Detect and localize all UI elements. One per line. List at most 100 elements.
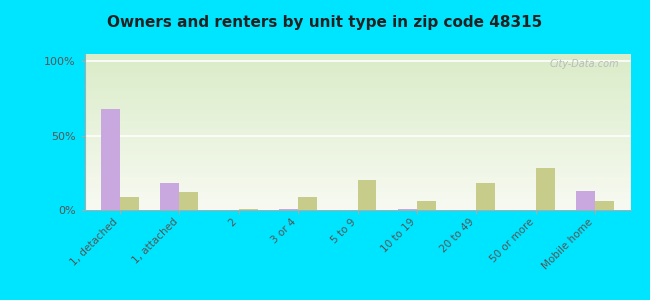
Bar [84, 103, 630, 104]
Bar [84, 123, 630, 124]
Bar [84, 163, 630, 164]
Bar [101, 109, 120, 210]
Bar [84, 131, 630, 132]
Bar [84, 188, 630, 189]
Bar [576, 191, 595, 210]
Bar [84, 137, 630, 138]
Bar [84, 174, 630, 175]
Bar [84, 192, 630, 193]
Bar [84, 139, 630, 140]
Bar [84, 130, 630, 131]
Bar [84, 162, 630, 163]
Bar [84, 89, 630, 90]
Bar [84, 168, 630, 169]
Text: City-Data.com: City-Data.com [550, 59, 619, 69]
Bar [84, 146, 630, 147]
Bar [84, 124, 630, 125]
Bar [84, 135, 630, 136]
Bar [84, 120, 630, 121]
Bar [84, 98, 630, 99]
Bar [84, 190, 630, 191]
Bar [84, 61, 630, 62]
Bar [84, 116, 630, 117]
Bar [84, 109, 630, 110]
Bar [84, 117, 630, 118]
Bar [84, 90, 630, 91]
Bar [84, 58, 630, 59]
Bar [595, 201, 614, 210]
Bar [84, 118, 630, 119]
Bar [84, 54, 630, 55]
Bar [84, 189, 630, 190]
Bar [84, 202, 630, 203]
Bar [84, 105, 630, 106]
Bar [84, 143, 630, 144]
Bar [84, 160, 630, 161]
Bar [84, 152, 630, 153]
Bar [84, 65, 630, 66]
Bar [84, 204, 630, 205]
Bar [84, 165, 630, 166]
Bar [84, 134, 630, 135]
Bar [536, 168, 554, 210]
Bar [84, 94, 630, 95]
Bar [84, 177, 630, 178]
Text: Owners and renters by unit type in zip code 48315: Owners and renters by unit type in zip c… [107, 15, 543, 30]
Bar [84, 206, 630, 207]
Bar [84, 140, 630, 141]
Bar [84, 133, 630, 134]
Bar [84, 197, 630, 198]
Bar [84, 122, 630, 123]
Bar [84, 145, 630, 146]
Bar [84, 166, 630, 167]
Bar [84, 60, 630, 61]
Bar [84, 200, 630, 201]
Bar [84, 91, 630, 92]
Bar [84, 178, 630, 179]
Bar [84, 84, 630, 85]
Bar [84, 199, 630, 200]
Bar [84, 147, 630, 148]
Bar [84, 86, 630, 87]
Bar [298, 196, 317, 210]
Bar [84, 76, 630, 77]
Bar [84, 193, 630, 194]
Bar [84, 55, 630, 56]
Bar [84, 194, 630, 195]
Bar [84, 154, 630, 155]
Bar [84, 209, 630, 210]
Bar [84, 138, 630, 139]
Bar [84, 72, 630, 73]
Bar [84, 113, 630, 114]
Bar [84, 136, 630, 137]
Bar [84, 67, 630, 68]
Bar [84, 87, 630, 88]
Bar [84, 161, 630, 162]
Bar [84, 88, 630, 89]
Bar [84, 83, 630, 84]
Bar [84, 71, 630, 72]
Bar [84, 201, 630, 202]
Bar [84, 63, 630, 64]
Bar [84, 207, 630, 208]
Bar [476, 183, 495, 210]
Bar [84, 149, 630, 150]
Bar [84, 144, 630, 145]
Bar [179, 192, 198, 210]
Bar [84, 184, 630, 185]
Bar [398, 208, 417, 210]
Bar [417, 201, 436, 210]
Bar [84, 151, 630, 152]
Bar [84, 153, 630, 154]
Bar [84, 75, 630, 76]
Bar [84, 114, 630, 115]
Bar [84, 112, 630, 113]
Bar [84, 157, 630, 158]
Bar [84, 102, 630, 103]
Bar [84, 180, 630, 181]
Bar [84, 93, 630, 94]
Bar [84, 185, 630, 186]
Bar [84, 66, 630, 67]
Bar [84, 181, 630, 182]
Bar [84, 125, 630, 126]
